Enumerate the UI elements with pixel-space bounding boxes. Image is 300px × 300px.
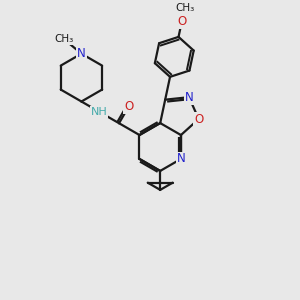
Text: N: N [176, 152, 185, 166]
Text: NH: NH [91, 107, 107, 117]
Text: CH₃: CH₃ [175, 3, 194, 14]
Text: O: O [177, 15, 187, 28]
Text: O: O [124, 100, 133, 113]
Text: CH₃: CH₃ [54, 34, 74, 44]
Text: N: N [184, 91, 193, 104]
Text: O: O [194, 112, 203, 125]
Text: N: N [77, 47, 86, 60]
